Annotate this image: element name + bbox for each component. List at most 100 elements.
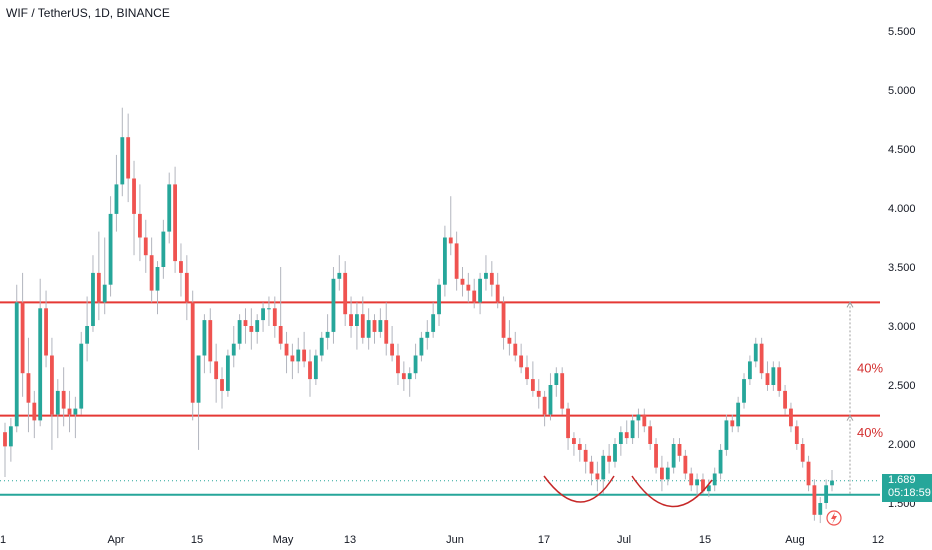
candle[interactable] bbox=[812, 479, 817, 521]
candle[interactable] bbox=[255, 314, 260, 344]
candle[interactable] bbox=[542, 390, 547, 427]
candle[interactable] bbox=[249, 308, 254, 350]
candle[interactable] bbox=[372, 314, 377, 344]
candle[interactable] bbox=[577, 438, 582, 462]
candle[interactable] bbox=[278, 267, 283, 350]
candle[interactable] bbox=[91, 255, 95, 332]
candle[interactable] bbox=[325, 314, 330, 350]
candle[interactable] bbox=[396, 343, 400, 385]
candle[interactable] bbox=[360, 296, 365, 344]
candle[interactable] bbox=[401, 361, 406, 391]
candle[interactable] bbox=[44, 290, 48, 368]
candle[interactable] bbox=[824, 479, 829, 509]
candle[interactable] bbox=[683, 449, 688, 480]
candle[interactable] bbox=[167, 172, 172, 244]
candle[interactable] bbox=[442, 225, 447, 297]
candle[interactable] bbox=[179, 243, 183, 297]
candle[interactable] bbox=[607, 444, 612, 474]
candle[interactable] bbox=[366, 308, 371, 350]
candle[interactable] bbox=[566, 402, 570, 450]
candle[interactable] bbox=[331, 267, 336, 344]
candle[interactable] bbox=[624, 420, 629, 444]
candle[interactable] bbox=[114, 154, 119, 232]
candle[interactable] bbox=[513, 331, 518, 362]
candle[interactable] bbox=[712, 467, 717, 492]
candle[interactable] bbox=[548, 373, 553, 421]
candle[interactable] bbox=[648, 420, 653, 450]
candle[interactable] bbox=[601, 449, 606, 494]
candle[interactable] bbox=[695, 473, 700, 498]
candle[interactable] bbox=[448, 196, 453, 256]
candle[interactable] bbox=[67, 390, 72, 433]
candle[interactable] bbox=[618, 426, 623, 456]
candle[interactable] bbox=[806, 455, 811, 492]
candle[interactable] bbox=[472, 278, 477, 309]
candle[interactable] bbox=[519, 343, 524, 374]
candle[interactable] bbox=[55, 379, 60, 439]
candle[interactable] bbox=[794, 420, 799, 450]
candle[interactable] bbox=[830, 469, 834, 492]
candle[interactable] bbox=[73, 396, 78, 439]
candle[interactable] bbox=[284, 331, 289, 374]
candle[interactable] bbox=[290, 343, 295, 380]
candle[interactable] bbox=[536, 379, 541, 409]
candle[interactable] bbox=[184, 255, 189, 321]
candle[interactable] bbox=[660, 455, 664, 492]
candle[interactable] bbox=[583, 444, 588, 474]
candle[interactable] bbox=[560, 367, 565, 415]
candle[interactable] bbox=[425, 320, 430, 350]
candle[interactable] bbox=[378, 308, 383, 338]
candle[interactable] bbox=[173, 166, 177, 273]
candle[interactable] bbox=[96, 231, 101, 321]
candle[interactable] bbox=[196, 355, 201, 450]
candle[interactable] bbox=[489, 261, 494, 297]
candle[interactable] bbox=[108, 196, 113, 297]
candle[interactable] bbox=[654, 438, 658, 474]
candle[interactable] bbox=[302, 331, 307, 368]
candle[interactable] bbox=[349, 296, 353, 338]
candle[interactable] bbox=[407, 367, 412, 397]
candle[interactable] bbox=[120, 107, 125, 197]
candle[interactable] bbox=[818, 497, 823, 524]
candle[interactable] bbox=[220, 367, 224, 409]
candle[interactable] bbox=[8, 418, 13, 462]
candle[interactable] bbox=[32, 390, 37, 439]
candle[interactable] bbox=[296, 337, 301, 374]
candle[interactable] bbox=[225, 349, 230, 397]
candle[interactable] bbox=[50, 337, 54, 450]
candle[interactable] bbox=[636, 408, 641, 439]
candle[interactable] bbox=[161, 219, 166, 279]
candle[interactable] bbox=[243, 308, 248, 344]
candle[interactable] bbox=[355, 302, 359, 350]
candle[interactable] bbox=[724, 414, 729, 456]
candle[interactable] bbox=[595, 461, 600, 492]
candle[interactable] bbox=[419, 331, 424, 362]
candle[interactable] bbox=[202, 314, 207, 374]
candle[interactable] bbox=[630, 414, 635, 445]
candle[interactable] bbox=[747, 355, 752, 386]
candle[interactable] bbox=[689, 467, 694, 492]
candle[interactable] bbox=[85, 296, 90, 362]
candle[interactable] bbox=[390, 326, 395, 362]
candle[interactable] bbox=[706, 479, 711, 498]
candle[interactable] bbox=[79, 331, 84, 415]
candle[interactable] bbox=[759, 337, 764, 380]
candle[interactable] bbox=[789, 402, 793, 433]
candle[interactable] bbox=[613, 438, 617, 468]
candle[interactable] bbox=[777, 361, 782, 397]
candle[interactable] bbox=[214, 343, 219, 403]
candle[interactable] bbox=[384, 302, 389, 356]
candle[interactable] bbox=[267, 296, 271, 327]
candle[interactable] bbox=[126, 113, 131, 203]
candle[interactable] bbox=[642, 408, 647, 433]
candle[interactable] bbox=[132, 160, 136, 256]
candle[interactable] bbox=[730, 414, 735, 433]
candle[interactable] bbox=[572, 432, 576, 456]
candle[interactable] bbox=[261, 302, 265, 332]
candle[interactable] bbox=[484, 255, 488, 291]
candle[interactable] bbox=[208, 308, 213, 374]
candle[interactable] bbox=[507, 320, 512, 356]
candle[interactable] bbox=[38, 278, 43, 427]
candle[interactable] bbox=[319, 331, 324, 362]
candle[interactable] bbox=[137, 184, 142, 262]
